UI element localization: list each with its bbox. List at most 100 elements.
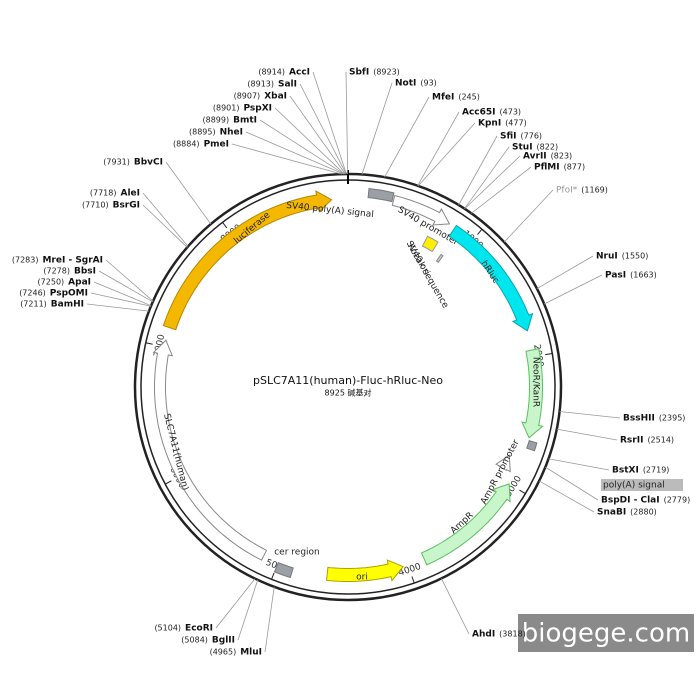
feature-box [435,253,444,264]
outer-ring [133,172,563,602]
site-leader [417,122,476,187]
site-position: (877) [564,163,586,172]
site-leader [548,458,610,471]
site-position: (8884) [173,140,200,149]
site-name: PflMI [534,163,560,173]
feature-box [273,561,294,579]
site-position: (7931) [103,158,130,167]
site-position: (7283) [12,256,39,265]
site-leader [441,578,470,635]
site-name: SbfI [349,68,369,78]
site-position: (776) [521,132,543,141]
site-leader [274,107,345,175]
site-position: (2514) [647,436,674,445]
feature-arrow [152,339,268,561]
feature-label: cer region [274,548,320,558]
site-name: BsrGI [113,201,140,211]
site-leader [98,270,153,303]
feature-box [367,188,395,203]
site-name: BssHII [623,414,655,424]
site-name: KpnI [478,119,501,129]
site-name: Acc65I [462,108,496,118]
site-name: BglII [212,636,235,646]
feature-arrow [391,194,451,226]
site-position: (7710) [82,201,109,210]
site-leader [538,480,595,513]
site-position: (8923) [373,68,400,77]
site-leader [86,303,150,312]
feature-label: SV40 poly(A) signal [286,201,374,220]
site-leader [559,411,621,419]
site-leader [464,155,521,210]
site-name: SalI [278,80,297,90]
site-name: PfoI* [556,186,578,196]
tick-mark [271,572,275,580]
site-position: (822) [537,143,559,152]
site-leader [245,131,344,175]
site-name: AhdI [472,630,495,640]
site-leader [105,259,154,302]
tick-mark [164,480,172,485]
site-leader [312,71,347,175]
feature-arrow [495,454,511,473]
site-leader [458,135,498,206]
site-leader [142,192,189,247]
tick-mark [145,342,153,345]
watermark-box [518,614,694,652]
site-name: SfiI [500,132,517,142]
site-leader [289,95,346,175]
site-name: MluI [240,648,262,658]
site-leader [384,96,430,178]
site-leader [93,281,152,307]
site-position: (2719) [643,466,670,475]
site-name: AvrII [523,152,547,162]
site-name: NruI [596,252,618,262]
site-leader [545,466,599,501]
site-position: (7718) [90,189,117,198]
site-name: PasI [605,271,626,281]
site-leader [90,292,151,307]
site-position: (8899) [203,116,230,125]
site-leader [299,83,347,175]
site-leader [231,143,342,175]
feature-arrow [448,224,534,332]
tick-mark [411,576,415,584]
feature-box [526,439,538,452]
site-position: (8901) [213,104,240,113]
site-name: XbaI [264,92,287,102]
site-name: NotI [395,79,416,89]
site-position: (2779) [664,496,691,505]
site-position: (1169) [581,186,608,195]
feature-label-box [601,479,683,491]
site-name: PmeI [204,140,229,150]
feature-arrow [325,559,404,582]
site-name: SnaBI [597,508,626,518]
site-position: (7278) [43,267,70,276]
site-position: (5104) [154,624,181,633]
site-position: (93) [420,79,436,88]
feature-arrow [521,348,544,439]
site-name: NheI [220,128,243,138]
site-name: StuI [512,143,533,153]
site-name: BbvCI [134,158,163,168]
site-position: (8895) [189,128,216,137]
site-leader [417,111,460,186]
site-position: (823) [551,152,573,161]
site-position: (7211) [20,300,47,309]
inner-ring [140,179,556,595]
tick-label: 4000 [397,562,422,579]
site-leader [361,82,393,175]
site-name: AleI [120,189,140,199]
site-position: (8907) [234,92,261,101]
site-leader [165,161,212,225]
site-leader [259,119,345,175]
tick-mark [519,489,526,495]
site-position: (1663) [630,271,657,280]
site-position: (4965) [210,648,237,657]
site-leader [237,579,259,641]
feature-arrow [162,190,333,331]
site-position: (2395) [659,414,686,423]
feature-box [421,235,439,253]
site-name: AccI [289,68,310,78]
